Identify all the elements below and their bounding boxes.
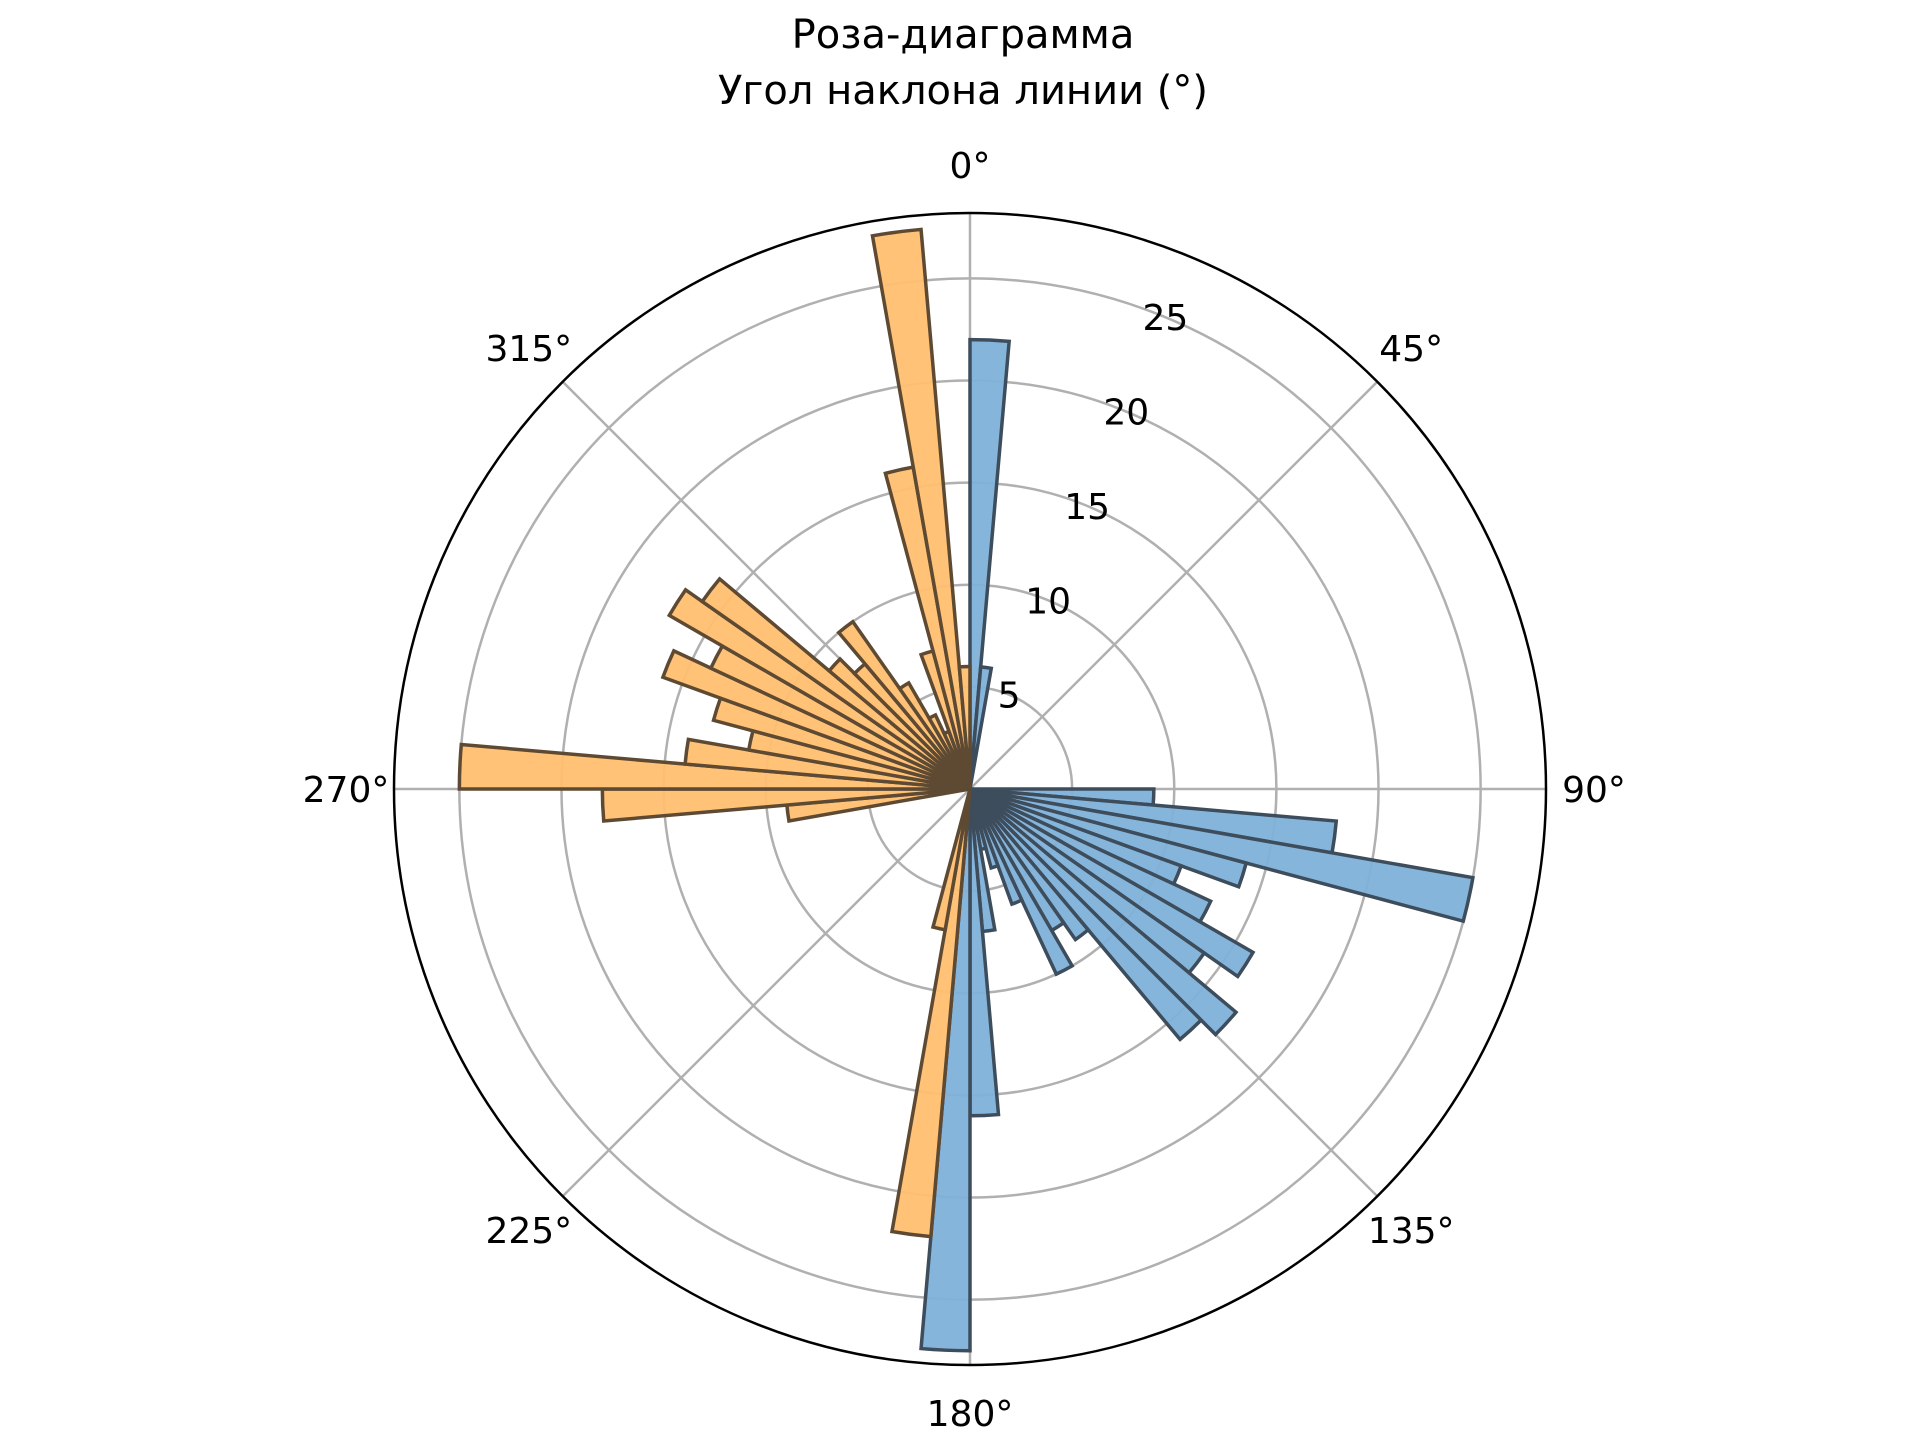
angle-label-135: 135°	[1368, 1211, 1455, 1252]
bar-series-1-150	[968, 788, 1075, 977]
angle-labels: 0° 45° 90° 135° 180° 225° 270° 315°	[303, 146, 1626, 1435]
angular-gridline-225	[561, 788, 971, 1198]
bars	[457, 227, 1475, 1353]
bar-series-2-350	[870, 227, 972, 790]
bar-series-1-140	[968, 787, 1091, 943]
bar-series-2-310	[826, 656, 972, 791]
bar-series-1-120	[968, 787, 1256, 979]
radial-label-10: 10	[1025, 581, 1071, 622]
radial-labels: 5 10 15 20 25	[998, 298, 1189, 716]
angular-gridline-45	[969, 380, 1379, 790]
angle-label-90: 90°	[1562, 770, 1626, 811]
angle-label-45: 45°	[1379, 329, 1443, 370]
chart-title-line-2: Угол наклона линии (°)	[718, 68, 1208, 114]
bar-series-2-190	[930, 788, 972, 932]
angle-label-180: 180°	[927, 1394, 1014, 1435]
polar-frame	[392, 211, 1548, 1367]
radial-label-20: 20	[1103, 393, 1149, 434]
radial-label-25: 25	[1142, 298, 1188, 339]
bar-series-2-320	[836, 619, 972, 791]
radial-label-5: 5	[998, 676, 1021, 717]
angle-label-270: 270°	[303, 770, 390, 811]
angle-label-315: 315°	[485, 329, 572, 370]
bar-series-2-305	[699, 576, 972, 791]
bar-series-1-155	[968, 788, 1025, 907]
bar-series-2-355	[957, 664, 972, 790]
bar-series-2-325	[897, 680, 972, 791]
bar-series-2-300	[666, 587, 972, 791]
chart-title: Роза-диаграмма Угол наклона линии (°)	[718, 12, 1208, 114]
bar-series-1-130	[968, 787, 1239, 1038]
angle-label-0: 0°	[950, 146, 991, 187]
radial-label-15: 15	[1064, 487, 1110, 528]
bar-series-1-5	[968, 665, 994, 790]
chart-title-line-1: Роза-диаграмма	[792, 12, 1135, 58]
bar-series-1-135	[968, 787, 1204, 1042]
angle-label-225: 225°	[485, 1211, 572, 1252]
